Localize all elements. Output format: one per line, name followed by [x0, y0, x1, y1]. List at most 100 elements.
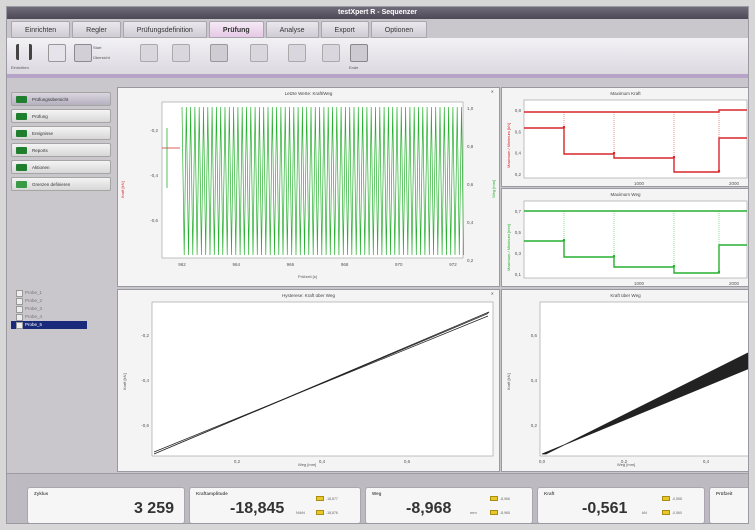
- y-axis-label-left: Kraft [kN]: [120, 181, 125, 198]
- card-label: Prüfzeit: [716, 491, 733, 496]
- y-tick-label-right: 0,4: [467, 220, 474, 225]
- min-indicator-icon: [662, 496, 670, 501]
- graph-icon: [172, 44, 190, 62]
- event-marker: [672, 155, 676, 159]
- x-axis-label: Weg [mm]: [298, 462, 317, 467]
- nav-item-reports[interactable]: Reports: [11, 143, 111, 157]
- card-unit: N/kN: [296, 510, 305, 515]
- y-tick-label: 0,4: [515, 151, 522, 156]
- checkbox[interactable]: [16, 298, 23, 305]
- nav-item-test-overview[interactable]: Prüfungsübersicht: [11, 92, 111, 106]
- x-tick-label: 962: [178, 262, 186, 267]
- menu-pruefung[interactable]: Prüfung: [208, 21, 264, 38]
- left-sidebar: Prüfungsübersicht Prüfung Ereignisse Rep…: [7, 84, 114, 472]
- x-tick-label: 2000: [729, 281, 740, 286]
- x-tick-label: 0,4: [703, 459, 710, 464]
- y-tick-label: 0,2: [531, 423, 538, 428]
- y-tick-label: 0,1: [515, 272, 522, 277]
- y-tick-label: 0,7: [515, 209, 522, 214]
- travel-series-line: [181, 106, 464, 256]
- nav-item-actions[interactable]: Aktionen: [11, 160, 111, 174]
- chart-canvas: 0,7 0,5 0,3 0,1 1000 2000: [515, 200, 748, 286]
- printer-icon: [322, 44, 340, 62]
- export-button[interactable]: [247, 42, 269, 64]
- chart-canvas: 0,8 0,6 0,4 0,2 1000 2000: [515, 99, 748, 186]
- y-tick-label: 0,6: [531, 333, 538, 338]
- start-button[interactable]: [71, 42, 93, 64]
- force-travel-band: [541, 352, 748, 455]
- table-icon: [210, 44, 228, 62]
- print-button[interactable]: [319, 42, 341, 64]
- chart-force-travel-timeline: Letzte Werte: Kraft/Weg 962 964 966 968 970 9…: [117, 87, 500, 287]
- status-bar: Zyklus 3 259 Kraftamplitude -18,845 N/kN…: [7, 473, 748, 523]
- y-tick-label: 0,5: [515, 230, 522, 235]
- x-tick-label: 972: [449, 262, 457, 267]
- y-axis-label-right: Weg [mm]: [491, 179, 496, 198]
- card-label: Kraft: [544, 491, 555, 496]
- x-tick-label: 966: [287, 262, 295, 267]
- nav-item-label: Aktionen: [32, 165, 50, 170]
- chart-title: Hysterese: Kraft über Weg: [282, 293, 335, 298]
- green-folder-icon: [16, 113, 27, 120]
- plot-area: [161, 101, 464, 259]
- nav-item-label: Grenzen definieren: [32, 182, 71, 187]
- raw-data-button[interactable]: [207, 42, 229, 64]
- max-indicator-icon: [316, 510, 324, 515]
- tree-item-specimen[interactable]: Probe_3: [11, 305, 111, 313]
- menu-pruefungsdefinition[interactable]: Prüfungsdefinition: [122, 21, 207, 38]
- menu-export[interactable]: Export: [320, 21, 369, 38]
- y-axis-label: Kraft [kN]: [506, 373, 511, 390]
- nav-item-label: Prüfung: [32, 114, 48, 119]
- close-chart-icon[interactable]: ✕: [490, 89, 494, 94]
- y-tick-label-right: 0,6: [467, 182, 474, 187]
- card-value: -0,561: [582, 500, 628, 517]
- display-tool-button[interactable]: [169, 42, 191, 64]
- nav-item-limits[interactable]: Grenzen definieren: [11, 177, 111, 191]
- tree-item-specimen-selected[interactable]: Probe_5: [11, 321, 87, 329]
- tree-item-specimen[interactable]: Probe_1: [11, 289, 111, 297]
- end-button[interactable]: [347, 42, 369, 64]
- report-button[interactable]: [285, 42, 307, 64]
- event-marker: [717, 270, 721, 274]
- x-tick-label: 0,2: [234, 459, 241, 464]
- plot-area: [523, 99, 748, 179]
- x-tick-label: 968: [341, 262, 349, 267]
- card-unit: kN: [642, 510, 647, 515]
- tree-item-label: Probe_1: [25, 290, 43, 295]
- tree-item-specimen[interactable]: Probe_2: [11, 297, 111, 305]
- close-chart-icon[interactable]: ✕: [490, 291, 494, 296]
- card-max-value: -8,965: [500, 511, 510, 515]
- nav-item-events[interactable]: Ereignisse: [11, 126, 111, 140]
- checkbox[interactable]: [16, 322, 23, 329]
- tree-item-specimen[interactable]: Probe_4: [11, 313, 111, 321]
- y-tick-label: -0,4: [141, 378, 149, 383]
- chart-title: Letzte Werte: Kraft/Weg: [284, 91, 333, 96]
- menu-optionen[interactable]: Optionen: [370, 21, 428, 38]
- end-label: Ende: [349, 65, 359, 70]
- card-min-value: -8,966: [500, 497, 510, 501]
- chart-hysteresis: Hysterese: Kraft über Weg 0,2 0,4 0,6 -0,2 -…: [117, 289, 500, 472]
- card-min-value: -0,558: [672, 497, 682, 501]
- x-tick-label: 0,4: [319, 459, 326, 464]
- card-max-value: -18,876: [326, 511, 338, 515]
- specimen-icon: [140, 44, 158, 62]
- document-icon: [48, 44, 66, 62]
- navigation-list: Prüfungsübersicht Prüfung Ereignisse Rep…: [11, 92, 111, 194]
- y-tick-label: 0,4: [531, 378, 538, 383]
- y-tick-label: 0,3: [515, 251, 522, 256]
- menu-einrichten[interactable]: Einrichten: [11, 21, 71, 38]
- x-tick-label: 2000: [729, 181, 740, 186]
- chart-canvas: 0,2 0,4 0,6 -0,2 -0,4 -0,6: [141, 301, 494, 464]
- setup-button[interactable]: [13, 42, 35, 64]
- start-label: Start: [93, 45, 102, 50]
- checkbox[interactable]: [16, 306, 23, 313]
- test-tool-button[interactable]: [137, 42, 159, 64]
- new-test-button[interactable]: [45, 42, 67, 64]
- nav-item-test[interactable]: Prüfung: [11, 109, 111, 123]
- y-tick-label-right: 0,8: [467, 144, 474, 149]
- menu-regler[interactable]: Regler: [72, 21, 121, 38]
- min-indicator-icon: [316, 496, 324, 501]
- checkbox[interactable]: [16, 290, 23, 297]
- checkbox[interactable]: [16, 314, 23, 321]
- menu-analyse[interactable]: Analyse: [265, 21, 319, 38]
